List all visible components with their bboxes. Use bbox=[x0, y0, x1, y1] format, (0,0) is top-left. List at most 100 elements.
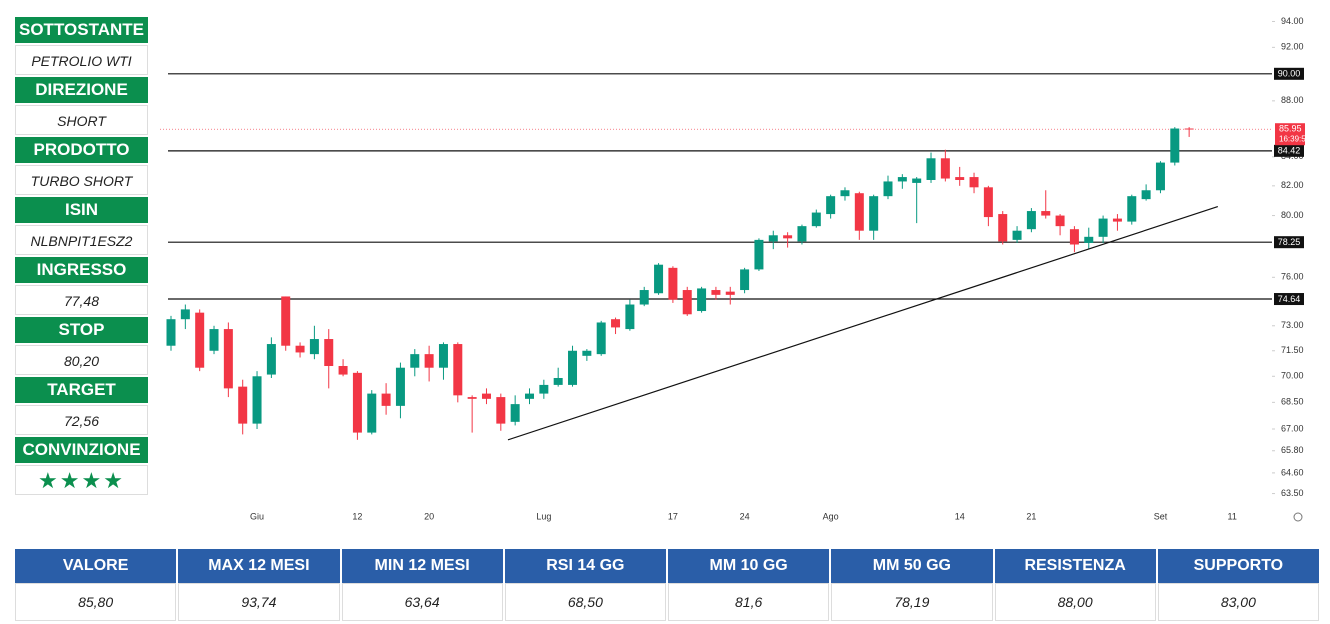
column-header: SUPPORTO bbox=[1157, 549, 1319, 583]
candle-body bbox=[912, 178, 922, 183]
candle-body bbox=[180, 309, 190, 320]
candle-body bbox=[1184, 128, 1194, 130]
field-value: 80,20 bbox=[15, 345, 148, 375]
field-label: CONVINZIONE bbox=[15, 437, 148, 463]
column-value: 68,50 bbox=[504, 583, 666, 621]
column-header: VALORE bbox=[15, 549, 177, 583]
candle-body bbox=[582, 350, 592, 356]
candle-body bbox=[1170, 128, 1180, 163]
candle-body bbox=[1155, 162, 1165, 191]
x-tick-label: 17 bbox=[668, 511, 678, 521]
column-value: 81,6 bbox=[668, 583, 830, 621]
column-header: MAX 12 MESI bbox=[178, 549, 340, 583]
x-tick-label: 20 bbox=[424, 511, 434, 521]
x-tick-label: Set bbox=[1154, 511, 1168, 521]
level-label: 84.42 bbox=[1278, 146, 1301, 156]
candle-body bbox=[338, 366, 348, 375]
column-value: 88,00 bbox=[994, 583, 1156, 621]
y-tick-label: 65.80 bbox=[1281, 445, 1304, 455]
candle-body bbox=[697, 288, 707, 312]
x-tick-label: Giu bbox=[250, 511, 264, 521]
candle-body bbox=[1041, 211, 1051, 216]
field-label: PRODOTTO bbox=[15, 137, 148, 163]
level-label: 90.00 bbox=[1278, 69, 1301, 79]
candle-body bbox=[1127, 196, 1137, 222]
candle-body bbox=[209, 329, 219, 351]
y-tick-label: 71.50 bbox=[1281, 345, 1304, 355]
field-value: 77,48 bbox=[15, 285, 148, 315]
y-tick-label: 88.00 bbox=[1281, 95, 1304, 105]
countdown: 16:39:57 bbox=[1279, 134, 1311, 143]
candle-body bbox=[639, 290, 649, 305]
y-tick-label: 76.00 bbox=[1281, 272, 1304, 282]
column-header: RSI 14 GG bbox=[504, 549, 666, 583]
candle-body bbox=[897, 177, 907, 182]
x-tick-label: Ago bbox=[823, 511, 839, 521]
sidebar: SOTTOSTANTE PETROLIO WTI DIREZIONE SHORT PRO… bbox=[15, 17, 148, 497]
candle-body bbox=[926, 158, 936, 180]
trendline bbox=[507, 206, 1219, 441]
candle-body bbox=[381, 393, 391, 406]
candle-body bbox=[811, 212, 821, 227]
candle-body bbox=[682, 290, 692, 315]
candle-body bbox=[424, 354, 434, 368]
candle-body bbox=[869, 196, 879, 231]
level-label: 74.64 bbox=[1278, 294, 1301, 304]
y-tick-label: 63.50 bbox=[1281, 488, 1304, 498]
candle-body bbox=[539, 384, 549, 394]
column-value: 85,80 bbox=[15, 583, 177, 621]
candle-body bbox=[654, 264, 664, 294]
x-tick-label: 12 bbox=[352, 511, 362, 521]
candle-body bbox=[940, 158, 950, 179]
candle-body bbox=[166, 319, 176, 346]
candle-body bbox=[309, 339, 319, 355]
field-label: STOP bbox=[15, 317, 148, 343]
y-tick-label: 73.00 bbox=[1281, 320, 1304, 330]
candle-body bbox=[1141, 190, 1151, 200]
last-price-box bbox=[1275, 123, 1305, 146]
level-label: 78.25 bbox=[1278, 237, 1301, 247]
candle-body bbox=[568, 350, 578, 385]
y-tick-label: 67.00 bbox=[1281, 423, 1304, 433]
candle-body bbox=[711, 290, 721, 295]
candle-body bbox=[324, 339, 334, 367]
candle-body bbox=[1112, 218, 1122, 222]
field-value: TURBO SHORT bbox=[15, 165, 148, 195]
candle-body bbox=[1012, 230, 1022, 240]
candle-body bbox=[1026, 211, 1036, 230]
candle-body bbox=[1098, 218, 1108, 237]
candle-body bbox=[223, 329, 233, 389]
candle-body bbox=[1084, 236, 1094, 243]
x-tick-label: Lug bbox=[536, 511, 551, 521]
candle-body bbox=[352, 372, 362, 433]
y-tick-label: 80.00 bbox=[1281, 210, 1304, 220]
column-header: RESISTENZA bbox=[994, 549, 1156, 583]
y-tick-label: 92.00 bbox=[1281, 42, 1304, 52]
candle-body bbox=[854, 193, 864, 231]
x-tick-label: 14 bbox=[955, 511, 965, 521]
candle-body bbox=[783, 235, 793, 239]
column-value: 78,19 bbox=[831, 583, 993, 621]
candle-body bbox=[1055, 215, 1065, 227]
candle-body bbox=[998, 214, 1008, 242]
column-value: 93,74 bbox=[178, 583, 340, 621]
chart: 94.0092.0088.0084.0082.0080.0076.0073.00… bbox=[160, 15, 1311, 522]
candle-body bbox=[395, 367, 405, 406]
candle-body bbox=[525, 393, 534, 399]
field-label: SOTTOSTANTE bbox=[15, 17, 148, 43]
field-label: DIREZIONE bbox=[15, 77, 148, 103]
candle-body bbox=[740, 269, 750, 291]
y-tick-label: 70.00 bbox=[1281, 371, 1304, 381]
candle-body bbox=[238, 386, 248, 424]
candle-body bbox=[596, 322, 606, 355]
stats-table: VALORE MAX 12 MESI MIN 12 MESI RSI 14 GG MM … bbox=[15, 549, 1319, 621]
column-header: MM 50 GG bbox=[831, 549, 993, 583]
column-value: 63,64 bbox=[341, 583, 503, 621]
candle-body bbox=[481, 393, 491, 399]
candle-body bbox=[754, 239, 764, 270]
y-tick-label: 68.50 bbox=[1281, 397, 1304, 407]
candle-body bbox=[883, 181, 893, 197]
settings-icon[interactable] bbox=[1293, 512, 1303, 522]
x-tick-label: 11 bbox=[1227, 511, 1236, 521]
